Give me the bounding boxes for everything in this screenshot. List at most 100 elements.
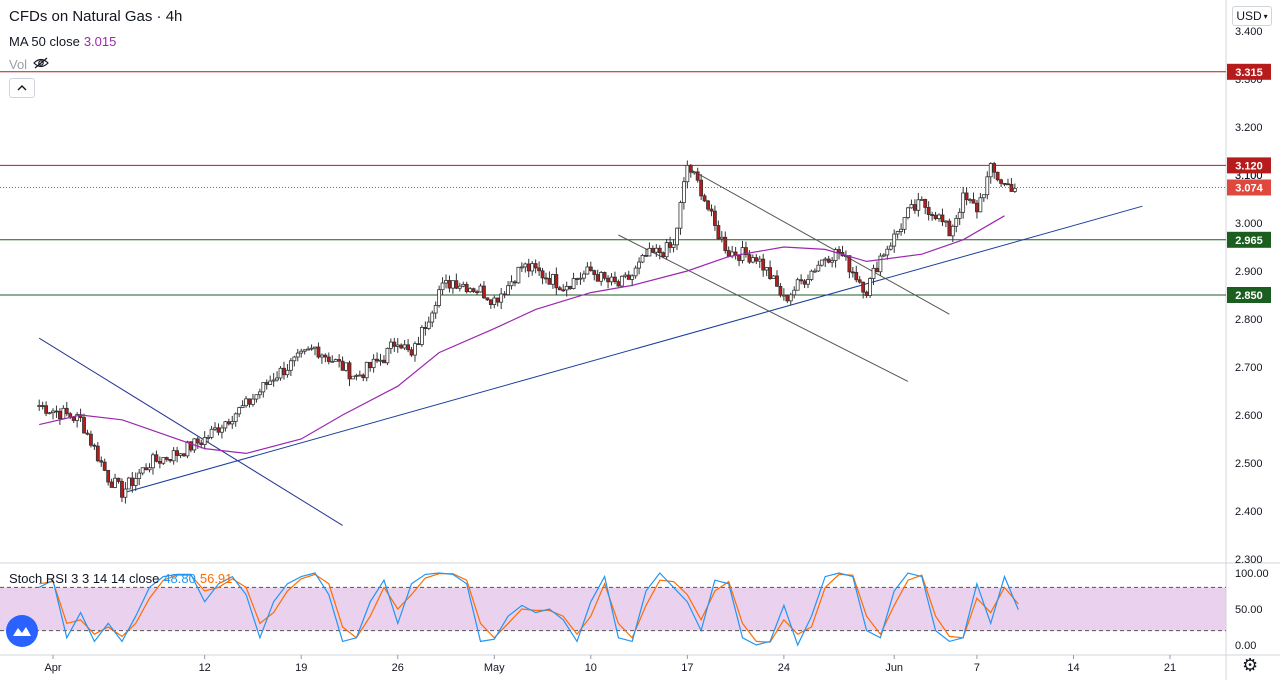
candle-up — [61, 407, 66, 420]
candle-up — [675, 227, 679, 246]
candle-down — [799, 279, 804, 282]
candle-up — [126, 477, 131, 490]
candle-down — [802, 280, 807, 285]
candle-down — [502, 293, 507, 296]
candle-up — [519, 266, 524, 269]
candle-up — [968, 199, 972, 202]
candle-down — [406, 344, 410, 351]
eye-hidden-icon[interactable] — [33, 57, 49, 72]
candle-down — [592, 270, 597, 275]
currency-select[interactable]: USD ▾ — [1232, 6, 1272, 26]
candle-down — [533, 263, 538, 269]
candle-up — [692, 171, 697, 174]
candle-up — [468, 288, 473, 293]
candle-down — [471, 288, 476, 293]
candle-down — [964, 192, 969, 201]
candle-up — [220, 427, 224, 433]
candle-up — [678, 202, 683, 229]
candle-down — [95, 445, 100, 462]
candle-down — [626, 274, 631, 280]
candle-up — [123, 488, 128, 498]
candle-up — [47, 412, 52, 415]
candle-up — [647, 247, 652, 257]
candle-down — [702, 195, 707, 202]
price-tick-label: 2.800 — [1235, 314, 1263, 326]
ma-value: 3.015 — [83, 34, 117, 49]
candle-up — [902, 217, 907, 230]
candle-down — [102, 461, 107, 471]
candle-up — [937, 214, 941, 220]
candle-up — [133, 478, 138, 486]
stoch-k-line — [38, 572, 1019, 647]
candle-down — [164, 457, 169, 460]
candle-down — [423, 327, 428, 329]
candle-up — [240, 405, 245, 408]
price-tick-label: 2.700 — [1235, 362, 1263, 374]
candle-up — [151, 454, 155, 469]
candle-up — [302, 349, 307, 352]
candle-up — [288, 360, 293, 371]
candle-up — [351, 375, 355, 380]
candle-up — [330, 360, 335, 363]
candle-down — [861, 281, 866, 293]
candle-up — [306, 348, 311, 351]
time-tick-label: 24 — [778, 662, 790, 674]
candle-up — [764, 267, 769, 271]
time-tick-label: 12 — [199, 662, 211, 674]
candle-up — [719, 236, 724, 240]
candle-up — [178, 453, 183, 456]
candle-down — [368, 361, 373, 369]
candle-up — [51, 410, 55, 414]
stoch-rsi-legend[interactable]: Stoch RSI 3 3 14 14 close 48.80 56.91 — [9, 571, 232, 586]
candle-up — [795, 279, 800, 291]
candle-down — [416, 343, 421, 346]
candle-up — [909, 204, 914, 209]
candle-up — [619, 275, 624, 287]
candle-down — [933, 214, 938, 220]
price-tag-3120-bg — [1227, 157, 1271, 174]
candle-down — [454, 280, 459, 289]
candle-up — [261, 382, 266, 393]
candle-down — [713, 210, 717, 226]
candle-down — [864, 291, 869, 296]
collapse-legend-button[interactable] — [9, 78, 35, 98]
candle-down — [488, 299, 493, 305]
candle-down — [595, 274, 600, 282]
candle-up — [147, 467, 152, 471]
ma-legend[interactable]: MA 50 close 3.015 — [9, 34, 116, 49]
candle-up — [433, 305, 438, 314]
candle-down — [995, 171, 1000, 181]
candle-down — [99, 460, 104, 463]
tradingview-logo-icon[interactable] — [6, 615, 38, 647]
candle-up — [451, 280, 455, 289]
candle-up — [623, 274, 628, 277]
candle-up — [299, 350, 304, 354]
price-tag-3315-bg — [1227, 63, 1271, 80]
candle-down — [326, 356, 331, 362]
candle-up — [137, 472, 142, 479]
gear-icon[interactable]: ⚙ — [1242, 655, 1259, 675]
candle-up — [437, 289, 442, 306]
candle-down — [716, 225, 721, 240]
candle-down — [785, 294, 790, 302]
candle-down — [568, 286, 573, 289]
candle-up — [988, 163, 993, 178]
candle-up — [978, 197, 983, 213]
candle-down — [754, 257, 759, 262]
candle-up — [550, 274, 555, 285]
candle-up — [509, 281, 514, 287]
candle-up — [230, 421, 235, 425]
candle-up — [223, 421, 228, 429]
time-tick-label: Apr — [44, 662, 61, 674]
candle-down — [547, 278, 552, 285]
candle-down — [85, 432, 90, 435]
candle-up — [140, 467, 145, 474]
candle-down — [475, 291, 479, 294]
candle-up — [292, 356, 297, 362]
vol-legend[interactable]: Vol — [9, 57, 49, 72]
candle-down — [447, 280, 452, 289]
candle-down — [561, 289, 566, 292]
candle-down — [726, 250, 731, 257]
